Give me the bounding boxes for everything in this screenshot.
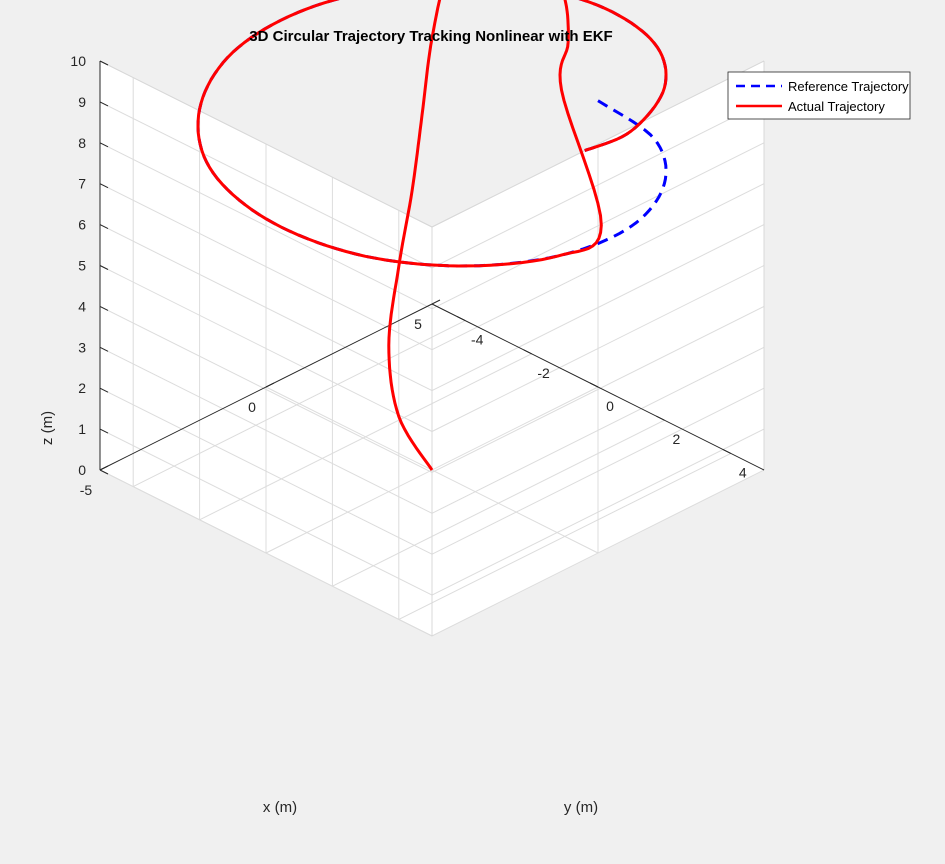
z-tick-label: 3 (78, 339, 86, 355)
z-tick-label: 4 (78, 298, 86, 314)
grid-line-z (431, 265, 765, 432)
x-axis-label: x (m) (263, 799, 297, 816)
legend[interactable]: Reference Trajectory Actual Trajectory (727, 71, 911, 120)
grid-line-z (431, 305, 765, 473)
z-tick-mark (99, 183, 109, 189)
z-tick-mark (99, 469, 109, 475)
x-tick-mark (265, 382, 275, 388)
grid-line-z (99, 387, 433, 555)
z-tick-mark (99, 387, 109, 393)
x-tick-label: 0 (248, 399, 256, 415)
grid-line-y (132, 320, 466, 488)
y-tick-label: 0 (606, 398, 614, 414)
legend-label-actual: Actual Trajectory (788, 99, 885, 114)
z-tick-mark (99, 101, 109, 107)
z-tick-label: 7 (78, 176, 86, 192)
y-tick-label: -2 (537, 365, 550, 381)
y-tick-label: 2 (673, 431, 681, 447)
z-tick-label: 1 (78, 421, 86, 437)
z-tick-mark (99, 346, 109, 352)
legend-label-reference: Reference Trajectory (788, 79, 909, 94)
grid-line-z (431, 469, 765, 637)
actual-trajectory-line (196, 0, 668, 471)
x-tick-label: 5 (414, 316, 422, 332)
tick-marks: -5 0 5 -4 -2 0 2 4 0 1 2 3 4 5 6 7 8 9 10 (70, 53, 746, 498)
z-tick-label: 10 (70, 53, 86, 69)
y-tick-label: 4 (739, 464, 747, 480)
grid-line-z (431, 346, 765, 514)
y-axis-label: y (m) (564, 799, 598, 816)
y-tick-mark (656, 415, 665, 421)
grid-line-y (199, 353, 532, 521)
z-axis-label: z (m) (39, 411, 56, 445)
grid-line-z (99, 265, 433, 432)
z-tick-mark (99, 224, 109, 230)
y-tick-label: -4 (471, 332, 484, 348)
x-tick-mark (99, 465, 109, 471)
grid-line-z (99, 183, 433, 351)
grid-line-z (99, 305, 433, 473)
z-tick-label: 9 (78, 94, 86, 110)
grid-line-z (431, 142, 765, 310)
chart-title: 3D Circular Trajectory Tracking Nonlinea… (249, 28, 612, 45)
z-tick-mark (99, 60, 109, 66)
back-edge (99, 60, 433, 228)
grid-line-z (99, 346, 433, 514)
z-tick-label: 2 (78, 380, 86, 396)
z-tick-mark (99, 142, 109, 148)
x-tick-mark (431, 299, 441, 305)
data-series (196, 0, 668, 471)
grid-line-y (398, 452, 732, 620)
grid-line-z (431, 183, 765, 351)
y-tick-mark (589, 382, 599, 388)
z-tick-label: 0 (78, 462, 86, 478)
y-tick-mark (722, 448, 732, 454)
z-tick-mark (99, 305, 109, 311)
z-tick-mark (99, 428, 109, 434)
grid-line-z (99, 469, 433, 637)
y-tick-mark (456, 316, 466, 322)
grid-line-z (99, 224, 433, 392)
grid-line-z (431, 387, 765, 555)
grid-line-z (431, 101, 765, 269)
grid-line-z (99, 428, 433, 596)
grid-line-z (431, 224, 765, 392)
grid-line-z (99, 101, 433, 269)
back-edge (431, 60, 765, 228)
grid-line-y (332, 419, 665, 587)
z-tick-label: 5 (78, 258, 86, 274)
z-tick-label: 8 (78, 135, 86, 151)
z-tick-mark (99, 265, 109, 270)
legend-box (727, 71, 911, 120)
y-tick-mark (523, 349, 532, 355)
grid-line-z (99, 142, 433, 310)
x-tick-label: -5 (80, 482, 93, 498)
grid-line-z (431, 428, 765, 596)
z-tick-label: 6 (78, 217, 86, 233)
